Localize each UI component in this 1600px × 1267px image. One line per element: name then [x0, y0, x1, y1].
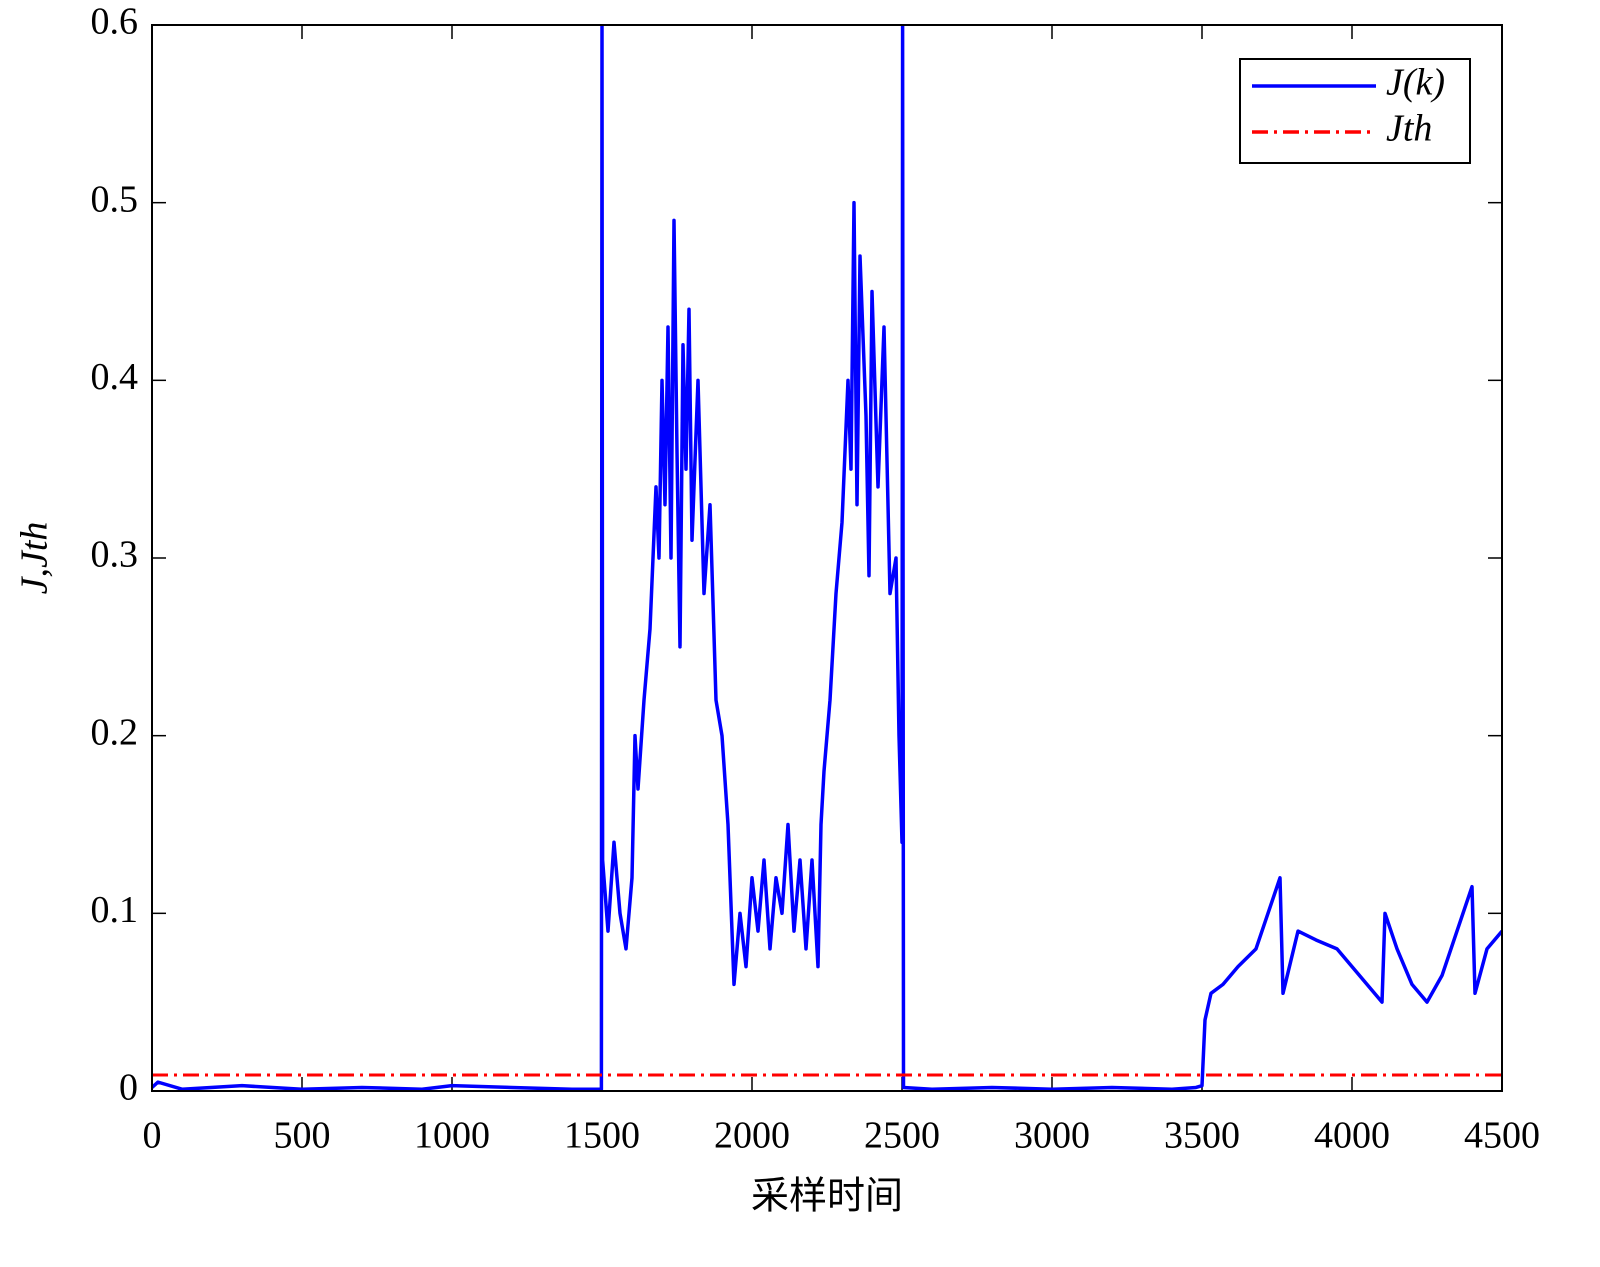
x-axis-label: 采样时间: [751, 1176, 903, 1218]
series-line: [152, 25, 1502, 1091]
y-tick-label: 0.6: [91, 1, 139, 43]
y-tick-label: 0.3: [91, 534, 139, 576]
y-tick-label: 0.4: [91, 356, 139, 398]
y-axis-label: J,Jth: [14, 522, 56, 595]
x-tick-label: 1000: [414, 1115, 490, 1157]
plot-frame: [151, 24, 1503, 1092]
x-tick-label: 2000: [714, 1115, 790, 1157]
legend-label: J(k): [1386, 62, 1445, 104]
x-tick-label: 2500: [864, 1115, 940, 1157]
y-tick-label: 0.2: [91, 711, 139, 753]
y-tick-label: 0: [119, 1067, 138, 1109]
y-tick-label: 0.1: [91, 889, 139, 931]
legend-label: Jth: [1386, 108, 1432, 150]
x-tick-label: 0: [143, 1115, 162, 1157]
x-tick-label: 1500: [564, 1115, 640, 1157]
x-tick-label: 3500: [1164, 1115, 1240, 1157]
y-tick-label: 0.5: [91, 178, 139, 220]
x-tick-label: 500: [274, 1115, 331, 1157]
x-tick-label: 4000: [1314, 1115, 1390, 1157]
x-tick-label: 3000: [1014, 1115, 1090, 1157]
legend-box: [1239, 58, 1471, 164]
x-tick-label: 4500: [1464, 1115, 1540, 1157]
